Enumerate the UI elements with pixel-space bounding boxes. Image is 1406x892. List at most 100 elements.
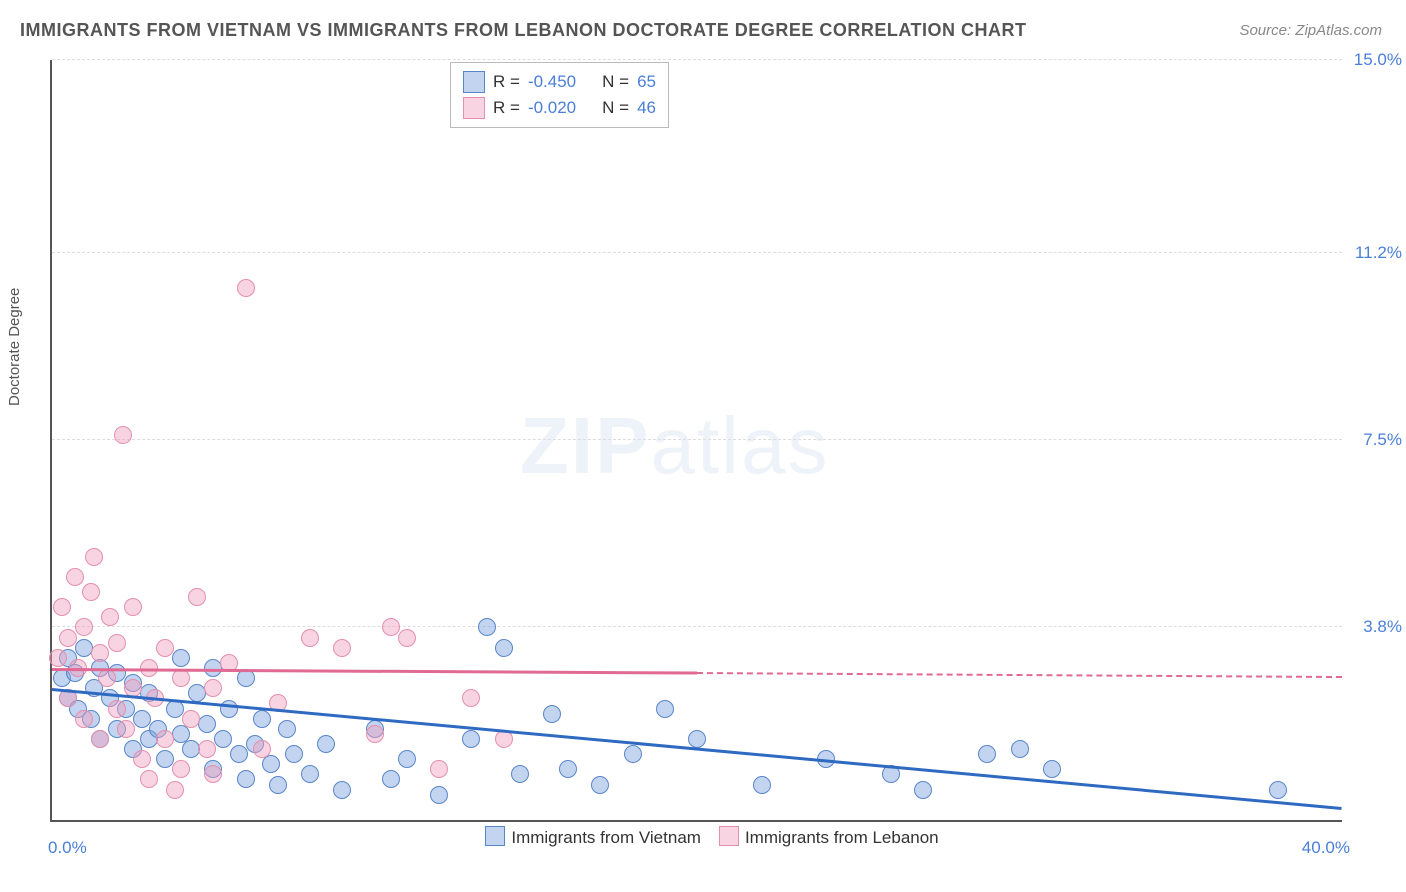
- scatter-point: [156, 750, 174, 768]
- scatter-point: [688, 730, 706, 748]
- scatter-point: [166, 781, 184, 799]
- y-axis-label: Doctorate Degree: [6, 288, 23, 406]
- scatter-point: [495, 639, 513, 657]
- chart-title: IMMIGRANTS FROM VIETNAM VS IMMIGRANTS FR…: [20, 20, 1026, 41]
- scatter-point: [366, 725, 384, 743]
- y-tick-label: 15.0%: [1354, 50, 1402, 70]
- scatter-point: [543, 705, 561, 723]
- scatter-point: [53, 598, 71, 616]
- scatter-point: [382, 618, 400, 636]
- scatter-point: [382, 770, 400, 788]
- legend-stat-row: R = -0.450 N = 65: [463, 69, 656, 95]
- scatter-point: [398, 629, 416, 647]
- scatter-point: [156, 730, 174, 748]
- scatter-point: [253, 740, 271, 758]
- scatter-point: [278, 720, 296, 738]
- legend-swatch: [485, 826, 505, 846]
- scatter-point: [1011, 740, 1029, 758]
- scatter-point: [1043, 760, 1061, 778]
- scatter-point: [59, 629, 77, 647]
- r-label: R =: [493, 72, 520, 92]
- scatter-point: [49, 649, 67, 667]
- scatter-point: [269, 776, 287, 794]
- n-value: 46: [637, 98, 656, 118]
- scatter-point: [204, 679, 222, 697]
- scatter-point: [914, 781, 932, 799]
- grid-line: [52, 252, 1342, 253]
- scatter-point: [101, 608, 119, 626]
- scatter-point: [124, 598, 142, 616]
- legend-series: Immigrants from Vietnam Immigrants from L…: [0, 826, 1406, 848]
- scatter-point: [462, 689, 480, 707]
- scatter-point: [204, 765, 222, 783]
- scatter-point: [317, 735, 335, 753]
- scatter-point: [108, 700, 126, 718]
- scatter-point: [301, 765, 319, 783]
- scatter-point: [430, 760, 448, 778]
- scatter-point: [478, 618, 496, 636]
- scatter-point: [85, 548, 103, 566]
- scatter-point: [75, 618, 93, 636]
- scatter-point: [66, 568, 84, 586]
- scatter-point: [98, 669, 116, 687]
- grid-line: [52, 626, 1342, 627]
- r-value: -0.450: [528, 72, 576, 92]
- legend-stats: R =-0.450N =65R =-0.020N =46: [450, 62, 669, 128]
- scatter-point: [285, 745, 303, 763]
- scatter-point: [133, 750, 151, 768]
- scatter-point: [108, 634, 126, 652]
- scatter-point: [624, 745, 642, 763]
- scatter-point: [301, 629, 319, 647]
- legend-label: Immigrants from Lebanon: [745, 828, 939, 847]
- scatter-point: [333, 639, 351, 657]
- scatter-point: [188, 588, 206, 606]
- scatter-point: [172, 669, 190, 687]
- scatter-point: [1269, 781, 1287, 799]
- plot-area: 3.8%7.5%11.2%15.0%0.0%40.0%: [50, 60, 1342, 822]
- scatter-point: [333, 781, 351, 799]
- scatter-point: [511, 765, 529, 783]
- legend-swatch: [463, 97, 485, 119]
- scatter-point: [237, 770, 255, 788]
- scatter-point: [462, 730, 480, 748]
- scatter-point: [430, 786, 448, 804]
- scatter-point: [114, 426, 132, 444]
- scatter-point: [253, 710, 271, 728]
- legend-swatch: [463, 71, 485, 93]
- scatter-point: [156, 639, 174, 657]
- scatter-point: [262, 755, 280, 773]
- n-label: N =: [602, 72, 629, 92]
- scatter-point: [559, 760, 577, 778]
- scatter-point: [140, 770, 158, 788]
- scatter-point: [198, 740, 216, 758]
- r-label: R =: [493, 98, 520, 118]
- scatter-point: [117, 720, 135, 738]
- legend-swatch: [719, 826, 739, 846]
- scatter-point: [978, 745, 996, 763]
- scatter-point: [172, 649, 190, 667]
- trend-line: [697, 672, 1342, 678]
- scatter-point: [75, 710, 93, 728]
- grid-line: [52, 59, 1342, 60]
- y-tick-label: 11.2%: [1355, 243, 1402, 263]
- chart-container: IMMIGRANTS FROM VIETNAM VS IMMIGRANTS FR…: [0, 0, 1406, 892]
- scatter-point: [656, 700, 674, 718]
- n-value: 65: [637, 72, 656, 92]
- scatter-point: [198, 715, 216, 733]
- scatter-point: [172, 760, 190, 778]
- scatter-point: [230, 745, 248, 763]
- scatter-point: [214, 730, 232, 748]
- scatter-point: [220, 700, 238, 718]
- y-tick-label: 3.8%: [1363, 617, 1402, 637]
- scatter-point: [237, 279, 255, 297]
- scatter-point: [591, 776, 609, 794]
- legend-label: Immigrants from Vietnam: [511, 828, 701, 847]
- scatter-point: [91, 644, 109, 662]
- scatter-point: [182, 710, 200, 728]
- r-value: -0.020: [528, 98, 576, 118]
- legend-stat-row: R =-0.020N =46: [463, 95, 656, 121]
- scatter-point: [91, 730, 109, 748]
- grid-line: [52, 439, 1342, 440]
- scatter-point: [398, 750, 416, 768]
- y-tick-label: 7.5%: [1363, 430, 1402, 450]
